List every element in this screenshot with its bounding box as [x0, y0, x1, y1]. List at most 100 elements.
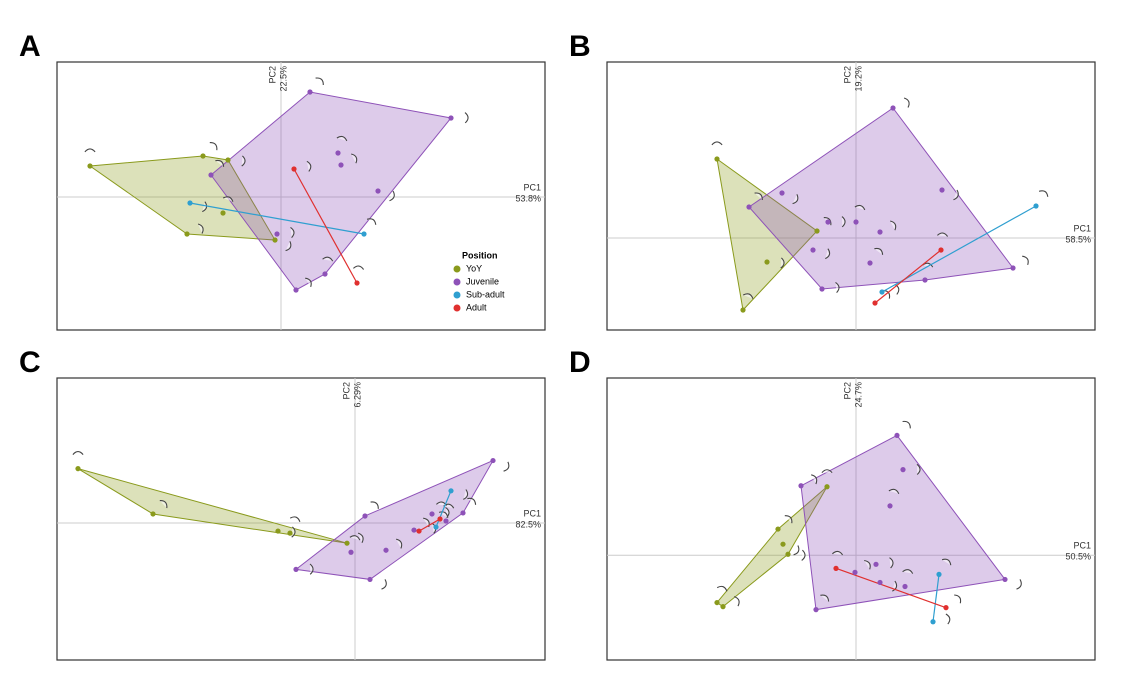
- point: [275, 528, 280, 533]
- x-axis-percent: 58.5%: [1065, 234, 1091, 244]
- point: [490, 458, 495, 463]
- point: [200, 153, 205, 158]
- panel-letter: C: [19, 346, 41, 379]
- x-axis-label: PC1: [1073, 223, 1091, 233]
- legend-label: Juvenile: [466, 276, 499, 286]
- point: [429, 511, 434, 516]
- point: [813, 607, 818, 612]
- point: [780, 542, 785, 547]
- point: [936, 572, 941, 577]
- point: [416, 528, 421, 533]
- point: [361, 231, 366, 236]
- point: [362, 513, 367, 518]
- point: [375, 188, 380, 193]
- legend-label: Adult: [466, 302, 487, 312]
- point: [448, 488, 453, 493]
- point: [877, 580, 882, 585]
- point: [75, 466, 80, 471]
- point: [437, 516, 442, 521]
- point: [930, 619, 935, 624]
- point: [939, 187, 944, 192]
- point: [853, 219, 858, 224]
- point: [825, 219, 830, 224]
- point: [894, 433, 899, 438]
- point: [785, 552, 790, 557]
- point: [87, 163, 92, 168]
- point: [448, 115, 453, 120]
- point: [272, 237, 277, 242]
- point: [746, 204, 751, 209]
- panel-letter: B: [569, 30, 591, 63]
- y-axis-label: PC2: [267, 66, 277, 84]
- point: [348, 550, 353, 555]
- point: [720, 604, 725, 609]
- point: [1033, 203, 1038, 208]
- point: [740, 307, 745, 312]
- point: [938, 247, 943, 252]
- point: [764, 259, 769, 264]
- legend-swatch: [454, 266, 461, 273]
- point: [411, 527, 416, 532]
- y-axis-label: PC2: [341, 382, 351, 400]
- point: [344, 541, 349, 546]
- x-axis-label: PC1: [523, 182, 541, 192]
- point: [150, 511, 155, 516]
- x-axis-label: PC1: [1073, 541, 1091, 551]
- y-axis-percent: 22.5%: [278, 66, 288, 92]
- point: [900, 467, 905, 472]
- point: [867, 260, 872, 265]
- y-axis-percent: 19.2%: [853, 66, 863, 92]
- point: [814, 228, 819, 233]
- point: [887, 503, 892, 508]
- point: [819, 286, 824, 291]
- point: [779, 190, 784, 195]
- y-axis-label: PC2: [842, 66, 852, 84]
- panel-letter: D: [569, 346, 591, 379]
- point: [872, 300, 877, 305]
- point: [810, 247, 815, 252]
- point: [833, 566, 838, 571]
- point: [879, 289, 884, 294]
- point: [322, 271, 327, 276]
- point: [291, 166, 296, 171]
- panel: CPC182.5%PC26.29%: [19, 346, 545, 660]
- point: [433, 524, 438, 529]
- point: [824, 484, 829, 489]
- point: [798, 483, 803, 488]
- point: [443, 518, 448, 523]
- point: [354, 280, 359, 285]
- point: [220, 210, 225, 215]
- point: [902, 584, 907, 589]
- point: [877, 229, 882, 234]
- point: [714, 156, 719, 161]
- point: [367, 577, 372, 582]
- y-axis-percent: 24.7%: [853, 382, 863, 408]
- point: [287, 531, 292, 536]
- point: [293, 287, 298, 292]
- x-axis-percent: 53.8%: [515, 193, 541, 203]
- point: [184, 231, 189, 236]
- point: [852, 570, 857, 575]
- panel: B PC158.5% PC219.2%: [569, 30, 1095, 330]
- point: [307, 89, 312, 94]
- point: [274, 231, 279, 236]
- point: [208, 172, 213, 177]
- legend-label: Sub-adult: [466, 289, 505, 299]
- plot-frame: [57, 378, 545, 660]
- point: [922, 277, 927, 282]
- point: [460, 510, 465, 515]
- legend-title: Position: [462, 250, 498, 260]
- point: [890, 105, 895, 110]
- panel-letter: A: [19, 30, 41, 63]
- point: [943, 605, 948, 610]
- legend-label: YoY: [466, 263, 482, 273]
- point: [338, 162, 343, 167]
- legend-swatch: [454, 305, 461, 312]
- point: [383, 548, 388, 553]
- point: [293, 567, 298, 572]
- figure: APC153.8%PC222.5%PositionYoYJuvenileSub-…: [0, 0, 1141, 700]
- point: [714, 600, 719, 605]
- legend-swatch: [454, 292, 461, 299]
